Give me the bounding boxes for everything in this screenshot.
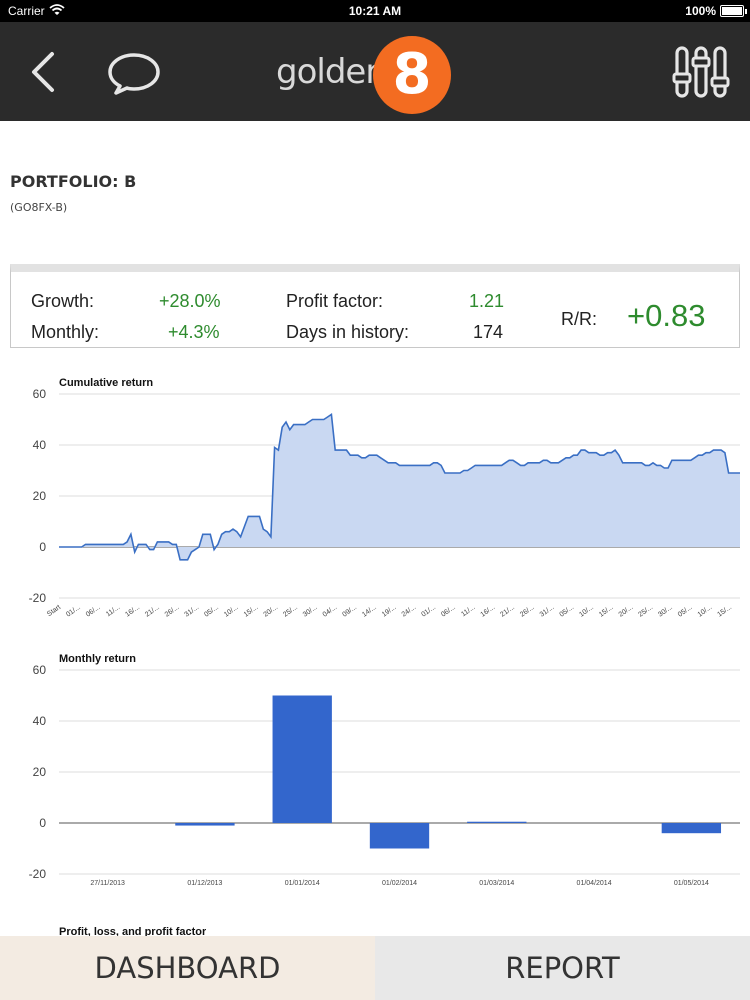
x-tick-label: 06/... bbox=[440, 604, 457, 619]
x-tick-label: Start bbox=[46, 604, 62, 618]
x-tick-label: 25/... bbox=[637, 604, 654, 619]
x-tick-label: 21/... bbox=[144, 604, 161, 619]
profit-factor-label: Profit factor: bbox=[286, 291, 384, 311]
stats-panel: Growth: +28.0% Monthly: +4.3% Profit fac… bbox=[10, 264, 740, 348]
x-tick-label: 31/... bbox=[184, 604, 201, 619]
x-tick-label: 01/02/2014 bbox=[382, 880, 417, 887]
bottom-tab-bar: DASHBOARD REPORT bbox=[0, 936, 750, 1000]
status-bar: Carrier 10:21 AM 100% bbox=[0, 0, 750, 22]
x-tick-label: 05/... bbox=[677, 604, 694, 619]
x-tick-label: 11/... bbox=[460, 604, 476, 618]
x-tick-label: 16/... bbox=[124, 604, 141, 619]
cumulative-return-chart: Cumulative return 60 40 20 0 -20 Start 01/... 0… bbox=[0, 372, 750, 622]
wifi-icon bbox=[49, 4, 65, 15]
battery-tip bbox=[745, 9, 747, 14]
days-in-history-value: 174 bbox=[473, 322, 504, 342]
x-tick-label: 27/11/2013 bbox=[90, 880, 125, 887]
y-tick-label: -20 bbox=[29, 867, 47, 881]
carrier-label: Carrier bbox=[8, 4, 45, 18]
area-fill bbox=[59, 414, 740, 560]
chevron-left-icon[interactable] bbox=[22, 48, 66, 96]
x-tick-label: 05/... bbox=[203, 604, 220, 619]
series-line bbox=[59, 412, 740, 561]
y-tick-label: 40 bbox=[33, 438, 47, 452]
navigation-bar: golden 8 bbox=[0, 22, 750, 121]
y-tick-label: 40 bbox=[33, 714, 47, 728]
battery-icon bbox=[720, 5, 744, 17]
x-tick-label: 31/... bbox=[539, 604, 556, 619]
tab-dashboard[interactable]: DASHBOARD bbox=[0, 936, 375, 1000]
x-tick-label: 01/03/2014 bbox=[479, 880, 514, 887]
x-tick-label: 01/05/2014 bbox=[674, 880, 709, 887]
x-tick-label: 26/... bbox=[519, 604, 536, 619]
x-tick-label: 16/... bbox=[480, 604, 497, 619]
bar bbox=[175, 823, 235, 826]
cumulative-chart-title: Cumulative return bbox=[59, 377, 154, 389]
days-in-history-label: Days in history: bbox=[286, 322, 410, 342]
x-tick-label: 24/... bbox=[401, 604, 418, 619]
sliders-icon[interactable] bbox=[672, 44, 730, 100]
growth-label: Growth: bbox=[31, 291, 95, 311]
logo-circle bbox=[373, 36, 451, 114]
x-tick-label: 06/... bbox=[85, 604, 102, 619]
x-tick-label: 11/... bbox=[105, 604, 121, 618]
x-tick-label: 14/... bbox=[361, 604, 378, 619]
x-tick-label: 19/... bbox=[381, 604, 398, 619]
x-tick-label: 05/... bbox=[558, 604, 575, 619]
monthly-return-chart: Monthly return 60 40 20 0 -20 27/11/2013 01/12… bbox=[0, 648, 750, 896]
logo-number: 8 bbox=[392, 42, 432, 107]
x-tick-label: 04/... bbox=[322, 604, 339, 619]
rr-label: R/R: bbox=[561, 309, 597, 329]
x-tick-label: 10/... bbox=[578, 604, 595, 619]
golden8-logo: golden 8 bbox=[276, 32, 456, 114]
x-tick-label: 15/... bbox=[598, 604, 615, 619]
x-tick-label: 20/... bbox=[618, 604, 635, 619]
portfolio-code: (GO8FX-B) bbox=[10, 201, 68, 214]
x-tick-label: 10/... bbox=[223, 604, 240, 619]
portfolio-title: PORTFOLIO: B bbox=[10, 172, 137, 191]
y-tick-label: 60 bbox=[33, 663, 47, 677]
x-tick-label: 15/... bbox=[243, 604, 260, 619]
rr-value: +0.83 bbox=[627, 298, 706, 333]
y-tick-label: 0 bbox=[39, 816, 46, 830]
bar bbox=[369, 823, 430, 849]
speech-bubble-icon[interactable] bbox=[106, 50, 162, 96]
y-tick-label: 20 bbox=[33, 765, 47, 779]
logo-text: golden bbox=[276, 52, 387, 92]
y-tick-label: 0 bbox=[39, 540, 46, 554]
x-tick-label: 15/... bbox=[716, 604, 733, 619]
battery-percentage: 100% bbox=[685, 4, 716, 18]
x-tick-label: 10/... bbox=[697, 604, 714, 619]
monthly-value: +4.3% bbox=[168, 322, 220, 342]
x-tick-label: 21/... bbox=[499, 604, 516, 619]
tab-report[interactable]: REPORT bbox=[375, 936, 750, 1000]
bar bbox=[661, 823, 722, 834]
x-tick-label: 01/12/2013 bbox=[187, 880, 222, 887]
x-tick-label: 30/... bbox=[302, 604, 319, 619]
monthly-label: Monthly: bbox=[31, 322, 100, 342]
bar bbox=[467, 821, 527, 823]
y-tick-label: 20 bbox=[33, 489, 47, 503]
clock: 10:21 AM bbox=[348, 4, 402, 18]
y-tick-label: 60 bbox=[33, 387, 47, 401]
monthly-chart-svg: 60 40 20 0 -20 27/11/2013 01/12/2013 01/01/2014… bbox=[29, 663, 740, 887]
profit-factor-value: 1.21 bbox=[469, 291, 505, 311]
growth-value: +28.0% bbox=[159, 291, 221, 311]
x-tick-label: 09/... bbox=[341, 604, 358, 619]
profit-loss-section-title: Profit, loss, and profit factor bbox=[59, 926, 207, 936]
x-tick-label: 01/04/2014 bbox=[577, 880, 612, 887]
x-tick-label: 01/... bbox=[65, 604, 82, 619]
x-tick-label: 25/... bbox=[282, 604, 299, 619]
bar bbox=[272, 695, 332, 823]
monthly-chart-title: Monthly return bbox=[59, 653, 136, 665]
x-tick-label: 26/... bbox=[164, 604, 181, 619]
x-tick-label: 01/... bbox=[420, 604, 437, 619]
y-tick-label: -20 bbox=[29, 591, 47, 605]
x-tick-label: 30/... bbox=[657, 604, 674, 619]
x-tick-label: 20/... bbox=[262, 604, 279, 619]
x-tick-label: 01/01/2014 bbox=[285, 880, 320, 887]
